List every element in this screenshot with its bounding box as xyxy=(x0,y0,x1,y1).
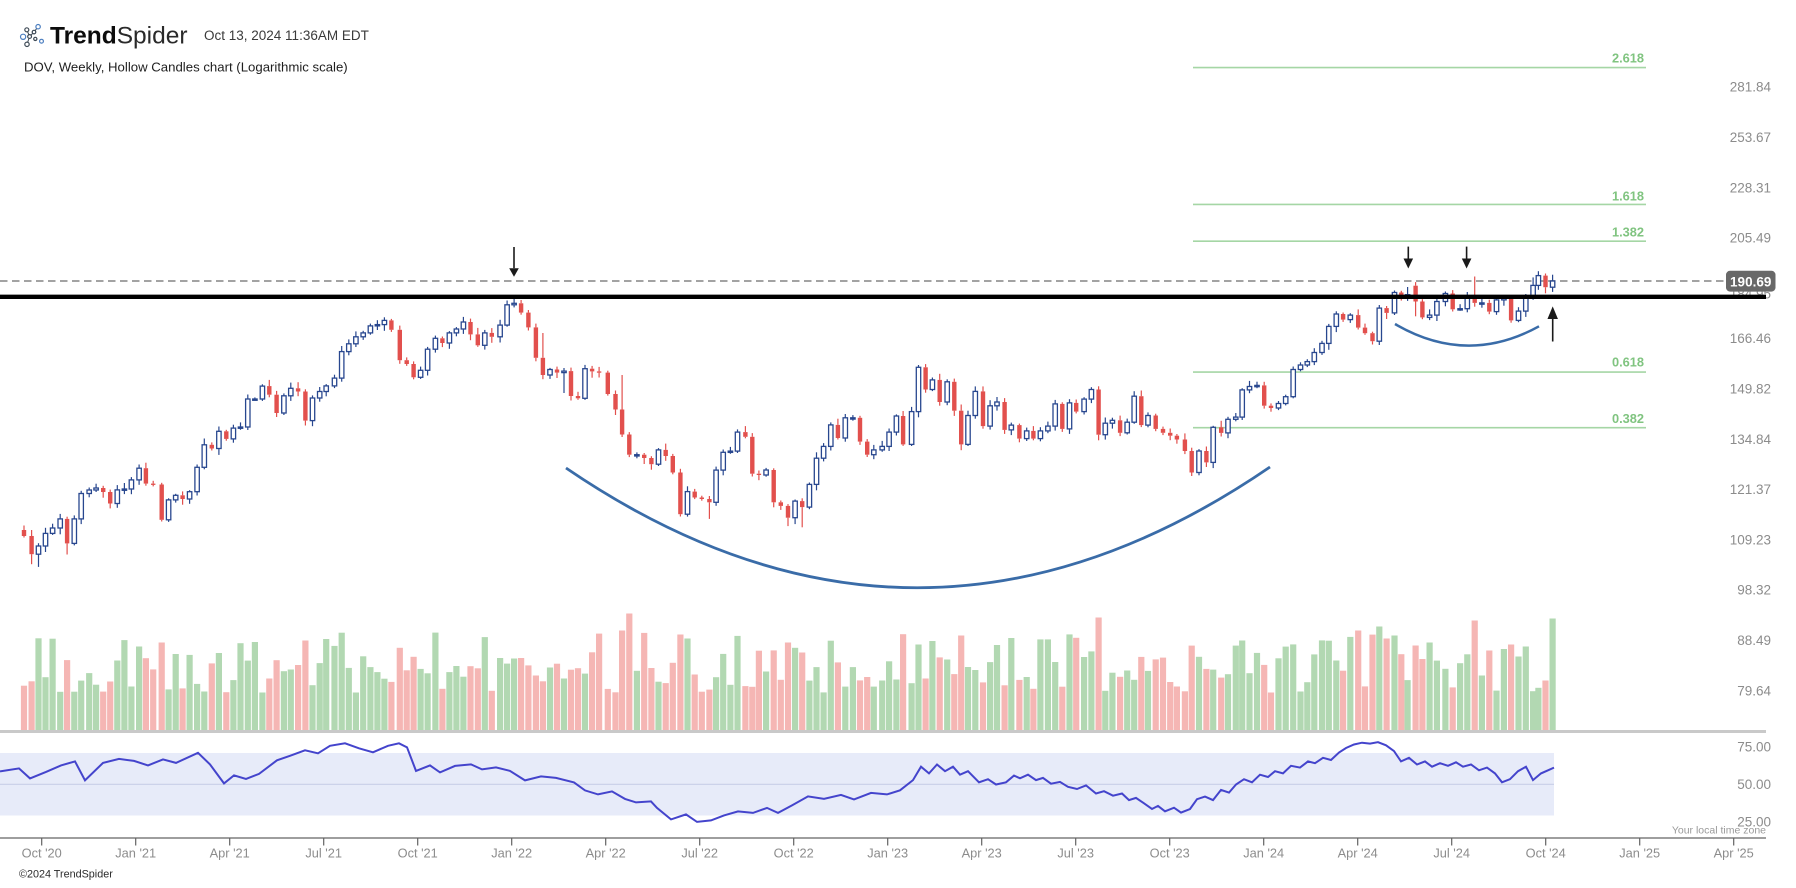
svg-text:0.618: 0.618 xyxy=(1612,355,1644,370)
svg-text:109.23: 109.23 xyxy=(1730,532,1771,547)
svg-text:79.64: 79.64 xyxy=(1737,683,1771,698)
svg-text:Jan '25: Jan '25 xyxy=(1619,846,1660,861)
svg-text:205.49: 205.49 xyxy=(1730,231,1771,246)
svg-text:Apr '25: Apr '25 xyxy=(1714,846,1754,861)
svg-text:Oct '22: Oct '22 xyxy=(774,846,814,861)
svg-text:281.84: 281.84 xyxy=(1730,80,1772,95)
svg-text:98.32: 98.32 xyxy=(1737,583,1771,598)
svg-text:149.82: 149.82 xyxy=(1730,382,1771,397)
svg-text:Jul '23: Jul '23 xyxy=(1057,846,1094,861)
svg-text:25.00: 25.00 xyxy=(1737,815,1771,830)
svg-text:Oct '21: Oct '21 xyxy=(398,846,438,861)
svg-text:Oct '20: Oct '20 xyxy=(22,846,62,861)
svg-text:121.37: 121.37 xyxy=(1730,482,1771,497)
svg-text:88.49: 88.49 xyxy=(1737,633,1771,648)
svg-text:228.31: 228.31 xyxy=(1730,180,1771,195)
svg-text:75.00: 75.00 xyxy=(1737,740,1771,755)
svg-text:Oct '24: Oct '24 xyxy=(1526,846,1566,861)
svg-text:Jan '23: Jan '23 xyxy=(867,846,908,861)
svg-text:Apr '22: Apr '22 xyxy=(586,846,626,861)
svg-text:0.382: 0.382 xyxy=(1612,411,1644,426)
svg-text:Jan '22: Jan '22 xyxy=(491,846,532,861)
svg-text:Apr '23: Apr '23 xyxy=(962,846,1002,861)
svg-text:Jul '24: Jul '24 xyxy=(1433,846,1470,861)
svg-text:Apr '21: Apr '21 xyxy=(210,846,250,861)
svg-text:Your local time zone: Your local time zone xyxy=(1672,825,1766,837)
svg-text:1.618: 1.618 xyxy=(1612,189,1644,204)
svg-text:190.69: 190.69 xyxy=(1730,274,1771,289)
svg-text:TrendSpider: TrendSpider xyxy=(50,23,188,50)
svg-text:50.00: 50.00 xyxy=(1737,777,1771,792)
svg-text:Apr '24: Apr '24 xyxy=(1338,846,1378,861)
svg-text:Oct 13, 2024 11:36AM EDT: Oct 13, 2024 11:36AM EDT xyxy=(204,28,369,43)
svg-text:Jul '21: Jul '21 xyxy=(305,846,342,861)
svg-text:Jul '22: Jul '22 xyxy=(681,846,718,861)
svg-text:2.618: 2.618 xyxy=(1612,51,1644,66)
svg-text:Jan '24: Jan '24 xyxy=(1243,846,1284,861)
svg-text:Jan '21: Jan '21 xyxy=(115,846,156,861)
svg-text:134.84: 134.84 xyxy=(1730,432,1772,447)
svg-text:DOV, Weekly, Hollow Candles ch: DOV, Weekly, Hollow Candles chart (Logar… xyxy=(24,60,348,75)
svg-text:253.67: 253.67 xyxy=(1730,130,1771,145)
svg-text:166.46: 166.46 xyxy=(1730,331,1771,346)
svg-text:©2024 TrendSpider: ©2024 TrendSpider xyxy=(19,869,113,881)
svg-text:Oct '23: Oct '23 xyxy=(1150,846,1190,861)
svg-text:1.382: 1.382 xyxy=(1612,225,1644,240)
